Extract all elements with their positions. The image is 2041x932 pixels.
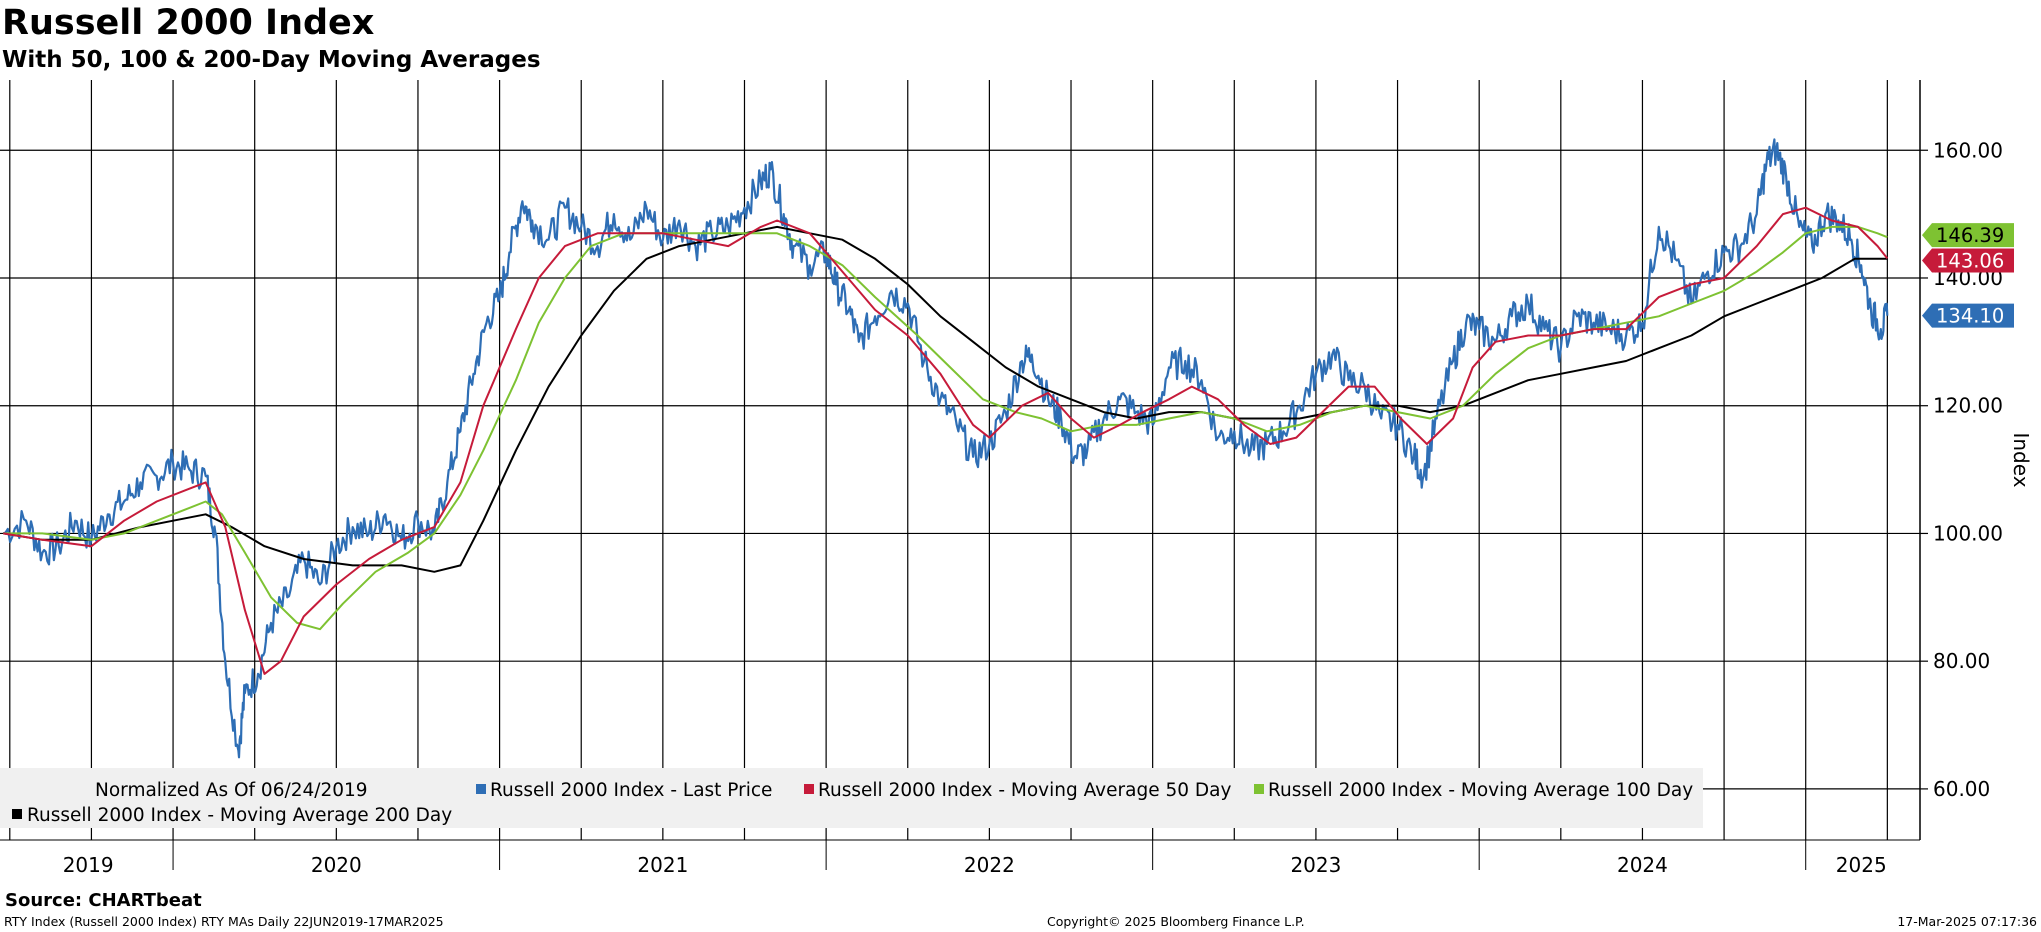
tag-last-price-value: 134.10 — [1936, 305, 2004, 328]
tag-ma50-bg — [1922, 248, 2014, 273]
tag-last-price-bg — [1922, 303, 2014, 328]
y-tick-label: 160.00 — [1933, 138, 2003, 162]
footer-copyright: Copyright© 2025 Bloomberg Finance L.P. — [1047, 914, 1305, 929]
legend-swatch-last-price — [476, 784, 486, 794]
legend-swatch-ma50 — [804, 784, 814, 794]
x-tick-label: 2024 — [1617, 853, 1668, 877]
legend-note: Normalized As Of 06/24/2019 — [95, 780, 368, 801]
legend-swatch-ma100 — [1254, 784, 1264, 794]
line-chart: Normalized As Of 06/24/2019 Russell 2000… — [0, 80, 2033, 877]
x-axis: 2019 2020 2021 2022 2023 2024 2025 — [63, 840, 1887, 877]
series-line-ma200 — [3, 225, 1888, 573]
y-tick-label: 100.00 — [1933, 521, 2003, 545]
x-tick-label: 2020 — [311, 853, 362, 877]
footer-timestamp: 17-Mar-2025 07:17:36 — [1897, 914, 2037, 929]
tag-ma50-value: 143.06 — [1936, 249, 2004, 272]
chart-title: Russell 2000 Index — [2, 3, 375, 43]
legend-label-ma50: Russell 2000 Index - Moving Average 50 D… — [818, 780, 1231, 801]
legend: Normalized As Of 06/24/2019 Russell 2000… — [0, 768, 1703, 828]
x-tick-label: 2025 — [1836, 853, 1887, 877]
tag-ma100-bg — [1922, 223, 2014, 248]
legend-background — [0, 768, 1703, 828]
source-note: Source: CHARTbeat — [5, 890, 202, 911]
y-tick-label: 120.00 — [1933, 394, 2003, 418]
legend-swatch-ma200 — [12, 809, 22, 819]
x-tick-label: 2019 — [63, 853, 114, 877]
chart-subtitle: With 50, 100 & 200-Day Moving Averages — [2, 47, 541, 73]
legend-label-ma100: Russell 2000 Index - Moving Average 100 … — [1268, 780, 1693, 801]
plot-background — [0, 80, 1920, 840]
y-axis-title: Index — [2009, 432, 2033, 487]
x-tick-label: 2023 — [1290, 853, 1341, 877]
y-tick-label: 80.00 — [1933, 649, 1990, 673]
tag-ma100-value: 146.39 — [1936, 224, 2004, 247]
y-tick-label: 60.00 — [1933, 777, 1990, 801]
series-line-ma50 — [3, 206, 1889, 675]
series-line-ma100 — [3, 225, 1888, 631]
footer-series-info: RTY Index (Russell 2000 Index) RTY MAs D… — [4, 914, 444, 929]
series-layer — [2, 138, 1889, 759]
x-tick-label: 2022 — [964, 853, 1015, 877]
x-tick-label: 2021 — [637, 853, 688, 877]
legend-label-last-price: Russell 2000 Index - Last Price — [490, 780, 772, 801]
last-value-tags: 146.39 143.06 134.10 — [1922, 223, 2014, 328]
legend-label-ma200: Russell 2000 Index - Moving Average 200 … — [27, 805, 452, 826]
